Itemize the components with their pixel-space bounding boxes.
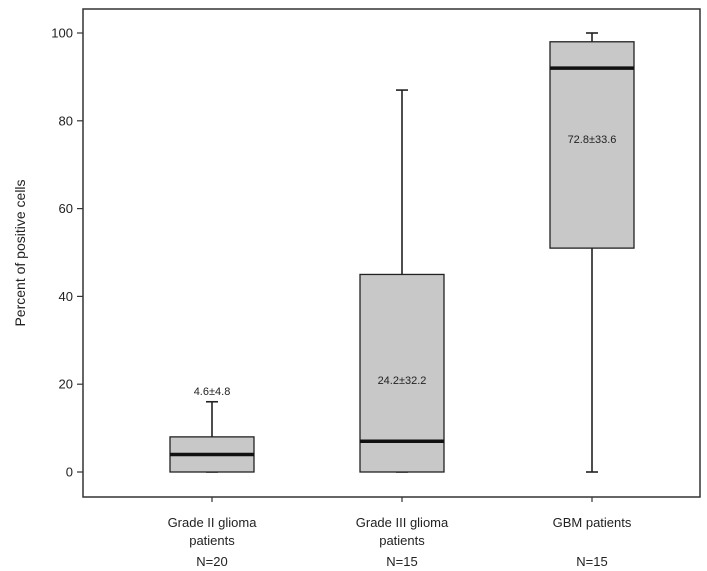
y-tick-label: 0: [66, 465, 73, 480]
iqr-box: [549, 41, 635, 249]
y-tick-label: 60: [59, 201, 73, 216]
category-label: Grade III glioma: [356, 515, 449, 530]
category-n-label: N=20: [196, 554, 227, 569]
category-n-label: N=15: [386, 554, 417, 569]
box-group: 4.6±4.8: [169, 386, 255, 473]
y-tick-label: 20: [59, 377, 73, 392]
y-tick-label: 80: [59, 113, 73, 128]
y-axis-title: Percent of positive cells: [12, 179, 28, 326]
iqr-box: [359, 273, 445, 473]
plot-frame: [82, 8, 701, 498]
category-label: Grade II glioma: [168, 515, 258, 530]
box-series: 4.6±4.8 24.2±32.2 72.8±33.6: [169, 32, 635, 473]
category-label: GBM patients: [553, 515, 632, 530]
box-group: 24.2±32.2: [359, 89, 445, 473]
y-axis-ticks: 0 20 40 60 80 100: [51, 26, 83, 480]
mean-sd-annotation: 24.2±32.2: [378, 375, 427, 387]
box-group: 72.8±33.6: [549, 32, 635, 473]
category-labels: Grade II glioma patients N=20 Grade III gli…: [168, 497, 632, 569]
mean-sd-annotation: 4.6±4.8: [194, 386, 231, 398]
category-label: patients: [189, 533, 235, 548]
category-n-label: N=15: [576, 554, 607, 569]
y-tick-label: 100: [51, 26, 73, 41]
mean-sd-annotation: 72.8±33.6: [568, 134, 617, 146]
y-tick-label: 40: [59, 289, 73, 304]
category-label: patients: [379, 533, 425, 548]
